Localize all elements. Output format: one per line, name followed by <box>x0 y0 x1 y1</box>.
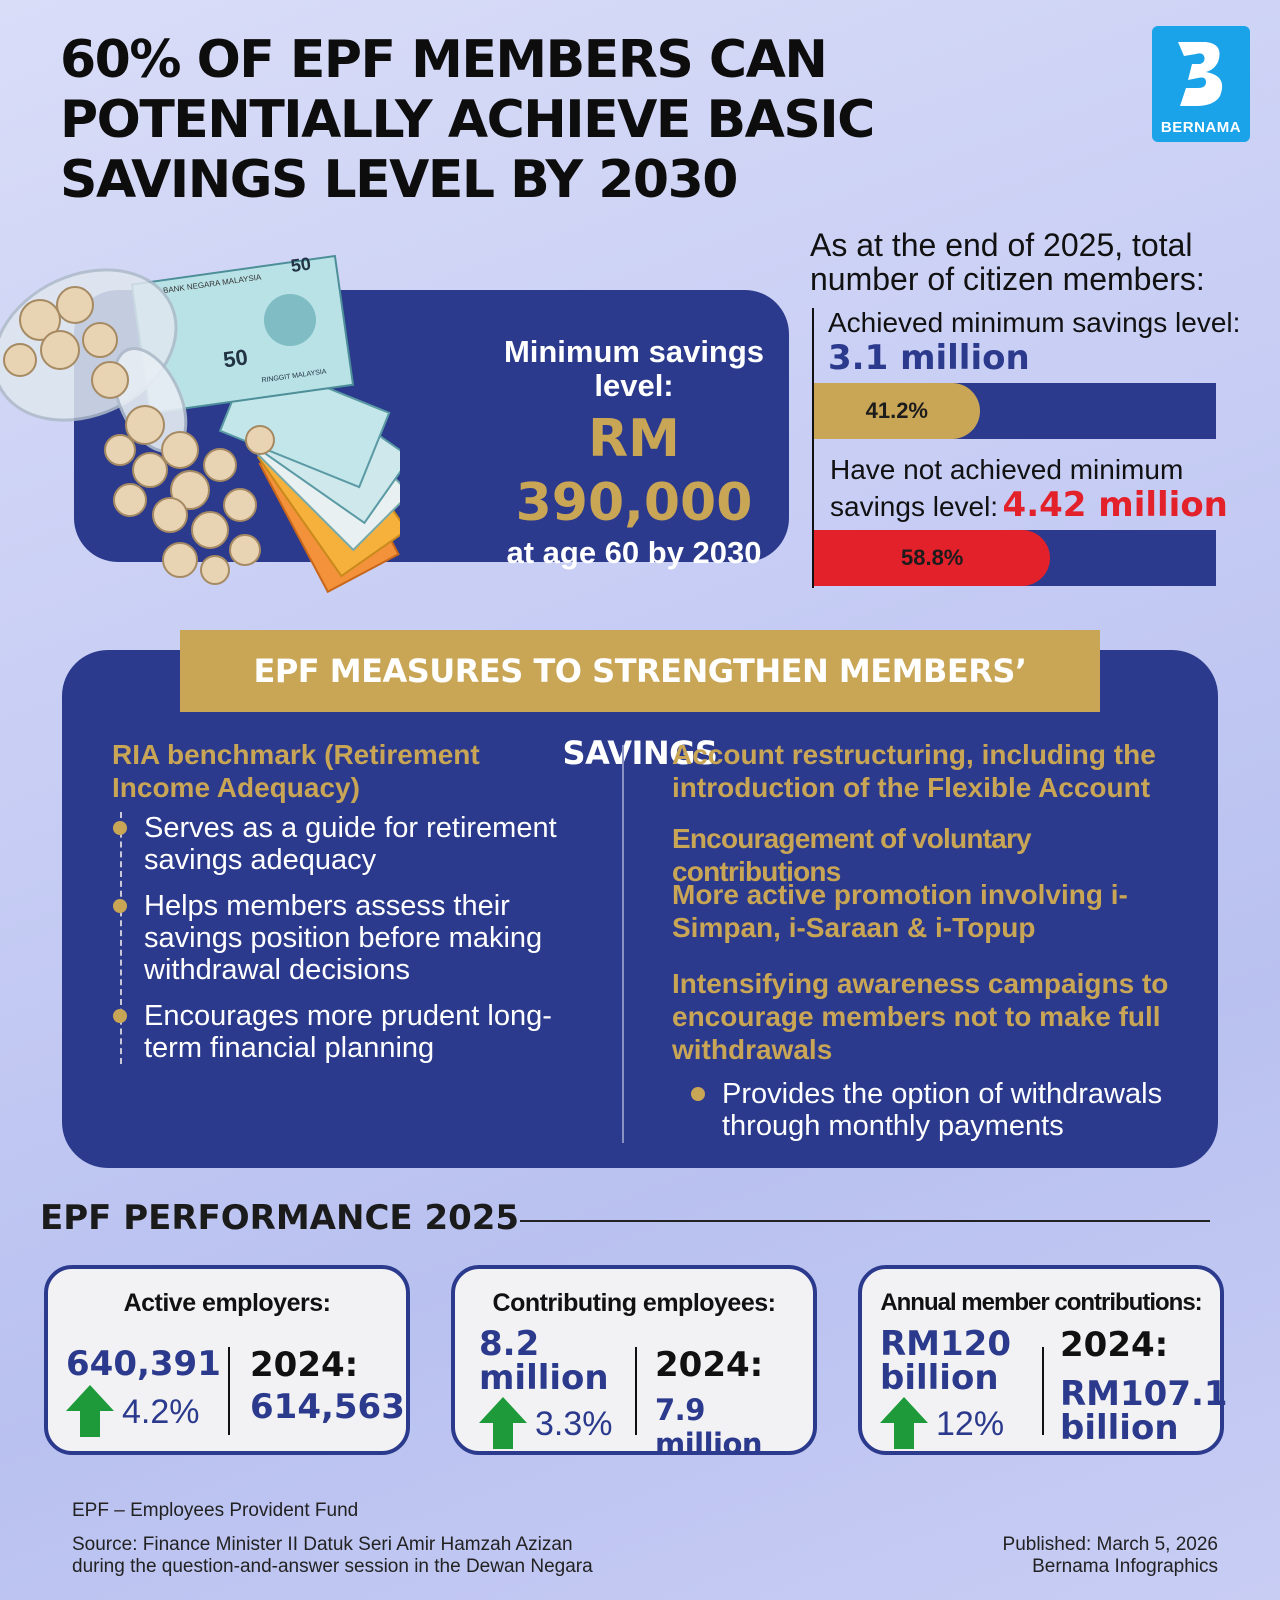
measure-awareness: Intensifying awareness campaigns to enco… <box>672 968 1169 1065</box>
card-value: 8.2 million <box>479 1324 609 1398</box>
achieved-bar-track: 41.2% <box>814 383 1216 439</box>
card-value: RM120 billion <box>880 1324 1011 1398</box>
footer-source: Source: Finance Minister II Datuk Seri A… <box>72 1534 593 1577</box>
achieved-stat: Achieved minimum savings level: 3.1 mill… <box>828 307 1248 379</box>
measure-voluntary-contributions: Encouragement of voluntary contributions <box>672 823 1032 887</box>
measure-monthly-payments: Provides the option of withdrawals throu… <box>691 1078 1212 1142</box>
minimum-savings-label: Minimum savings level: <box>503 334 765 403</box>
measure-account-restructuring: Account restructuring, including the int… <box>672 739 1156 803</box>
svg-text:50: 50 <box>222 344 250 372</box>
coins-icon <box>3 286 275 585</box>
published-date: Published: March 5, 2026 <box>1002 1534 1218 1555</box>
not-achieved-bar-track: 58.8% <box>814 530 1216 586</box>
ria-title: RIA benchmark (Retirement Income Adequac… <box>112 739 480 803</box>
money-jar-illustration: BANK NEGARA MALAYSIA 50 50 RINGGIT MALAY… <box>0 254 400 594</box>
minimum-savings-panel: Minimum savings level: RM 390,000 at age… <box>74 290 789 570</box>
achieved-value: 3.1 million <box>828 338 1030 378</box>
minimum-savings-text: Minimum savings level: RM 390,000 at age… <box>469 335 799 571</box>
ria-bullet-3: Encourages more prudent long-term financ… <box>113 1000 592 1064</box>
card-value: 640,391 <box>66 1344 221 1384</box>
ria-bullet-list: Serves as a guide for retirement savings… <box>113 812 592 1064</box>
up-arrow-icon <box>479 1397 527 1449</box>
card-annual-contributions: Annual member contributions: RM120 billi… <box>858 1265 1228 1455</box>
measure-promotion: More active promotion involving i-Simpan… <box>672 879 1128 943</box>
not-achieved-label: Have not achieved minimum savings level: <box>830 454 1184 522</box>
minimum-savings-amount: RM 390,000 <box>515 409 753 533</box>
performance-title: EPF PERFORMANCE 2025 <box>40 1198 520 1238</box>
svg-text:50: 50 <box>290 254 313 277</box>
card-active-employers: Active employers: 640,391 4.2% 2024: 614… <box>44 1265 410 1455</box>
bernama-logo: BERNAMA <box>1152 26 1250 142</box>
card-prev-label: 2024: <box>655 1345 764 1385</box>
achieved-bar-fill: 41.2% <box>814 383 980 439</box>
measures-heading: EPF MEASURES TO STRENGTHEN MEMBERS’ SAVI… <box>180 630 1100 772</box>
card-prev-label: 2024: <box>250 1345 359 1385</box>
minimum-savings-age: at age 60 by 2030 <box>506 535 762 570</box>
card-divider <box>1042 1347 1044 1435</box>
card-change: 12% <box>936 1405 1005 1443</box>
footer-credit: Bernama Infographics <box>1032 1556 1218 1577</box>
card-title: Active employers: <box>123 1289 331 1317</box>
bernama-b-icon <box>1178 42 1223 106</box>
measures-panel <box>62 650 1218 1168</box>
card-contributing-employees: Contributing employees: 8.2 million 3.3%… <box>451 1265 817 1461</box>
card-title: Contributing employees: <box>492 1289 776 1317</box>
card-change: 4.2% <box>122 1393 200 1431</box>
up-arrow-icon <box>66 1385 114 1437</box>
footer-published: Published: March 5, 2026 Bernama Infogra… <box>960 1534 1218 1578</box>
achieved-label: Achieved minimum savings level: <box>828 307 1241 338</box>
card-divider <box>228 1347 230 1435</box>
page-title: 60% OF EPF MEMBERS CAN POTENTIALLY ACHIE… <box>60 30 875 210</box>
up-arrow-icon <box>880 1397 928 1449</box>
card-title: Annual member contributions: <box>880 1289 1202 1316</box>
card-change: 3.3% <box>535 1405 613 1443</box>
footer-abbreviation: EPF – Employees Provident Fund <box>72 1500 359 1521</box>
ria-bullet-2: Helps members assess their savings posit… <box>113 890 592 986</box>
card-prev-value: 614,563 <box>250 1387 405 1427</box>
stats-vertical-line <box>812 308 814 588</box>
logo-text: BERNAMA <box>1160 119 1242 136</box>
measures-divider <box>622 745 624 1143</box>
card-prev-value: RM107.1 billion <box>1060 1374 1228 1448</box>
card-prev-label: 2024: <box>1060 1325 1169 1365</box>
ria-bullet-1: Serves as a guide for retirement savings… <box>113 812 592 876</box>
banknotes-icon: BANK NEGARA MALAYSIA 50 50 RINGGIT MALAY… <box>130 254 400 594</box>
card-divider <box>635 1347 637 1435</box>
not-achieved-bar-fill: 58.8% <box>814 530 1051 586</box>
not-achieved-stat: Have not achieved minimum savings level:… <box>830 454 1250 526</box>
card-prev-value: 7.9 million <box>655 1393 763 1461</box>
citizen-members-heading: As at the end of 2025, total number of c… <box>810 227 1205 297</box>
not-achieved-value: 4.42 million <box>1002 485 1228 525</box>
performance-rule <box>520 1220 1210 1222</box>
